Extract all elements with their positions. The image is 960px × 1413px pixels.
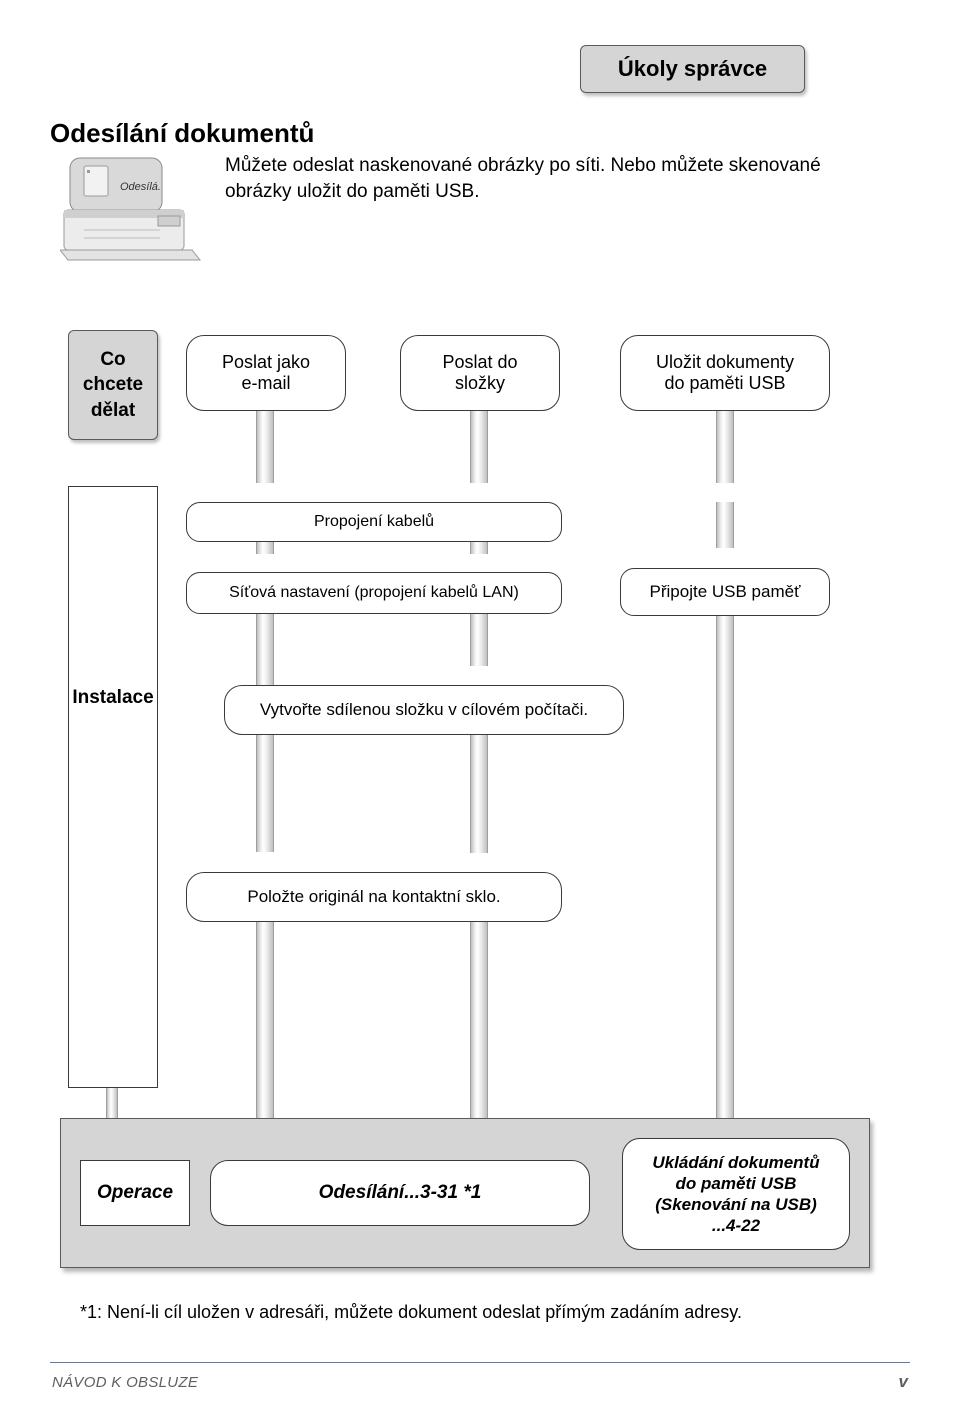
option-folder: Poslat do složky [400, 335, 560, 411]
step-lan-label: Síťová nastavení (propojení kabelů LAN) [229, 584, 519, 602]
page-title: Odesílání dokumentů [50, 118, 314, 149]
op-usb-l3: (Skenování na USB) [655, 1194, 817, 1215]
step-usb: Připojte USB paměť [620, 568, 830, 616]
op-send-label: Odesílání...3-31 *1 [319, 1182, 482, 1204]
op-usb-l1: Ukládání dokumentů [652, 1152, 819, 1173]
step-shared-folder-label: Vytvořte sdílenou složku v cílovém počít… [260, 700, 588, 720]
install-box: Instalace [68, 486, 158, 1088]
op-usb-box: Ukládání dokumentů do paměti USB (Skenov… [622, 1138, 850, 1250]
operation-label: Operace [97, 1182, 173, 1204]
what-line1: Co [100, 347, 125, 373]
admin-tasks-badge: Úkoly správce [580, 45, 805, 93]
footnote: *1: Není-li cíl uložen v adresáři, můžet… [80, 1300, 870, 1324]
operation-box: Operace [80, 1160, 190, 1226]
option-folder-l2: složky [455, 373, 505, 394]
arrow-c2-seg3 [466, 614, 492, 688]
option-usb-l1: Uložit dokumenty [656, 352, 794, 373]
step-lan: Síťová nastavení (propojení kabelů LAN) [186, 572, 562, 614]
what-line2: chcete [83, 372, 143, 398]
arrow-c3-seg2 [712, 502, 738, 570]
step-cables-label: Propojení kabelů [314, 513, 434, 531]
option-email: Poslat jako e-mail [186, 335, 346, 411]
option-email-l2: e-mail [241, 373, 290, 394]
admin-tasks-label: Úkoly správce [618, 56, 767, 82]
what-to-do-box: Co chcete dělat [68, 330, 158, 440]
printer-caption: Odesílá. [114, 178, 155, 190]
step-cables: Propojení kabelů [186, 502, 562, 542]
arrow-c2-seg2 [466, 542, 492, 576]
printer-illustration: Odesílá. [60, 152, 202, 262]
arrow-c2-seg4 [466, 735, 492, 875]
option-folder-l1: Poslat do [442, 352, 517, 373]
arrow-c2-seg1 [466, 411, 492, 505]
op-usb-l2: do paměti USB [676, 1173, 797, 1194]
option-email-l1: Poslat jako [222, 352, 310, 373]
step-place-original: Položte originál na kontaktní sklo. [186, 872, 562, 922]
arrow-c1-seg2 [252, 542, 278, 576]
step-place-original-label: Položte originál na kontaktní sklo. [247, 887, 500, 907]
footer-rule [50, 1362, 910, 1363]
footer-right: v [899, 1372, 908, 1392]
install-label: Instalace [72, 687, 153, 709]
arrow-c1-seg1 [252, 411, 278, 505]
arrow-c3-seg1 [712, 411, 738, 505]
op-send-box: Odesílání...3-31 *1 [210, 1160, 590, 1226]
arrow-c1-seg3 [252, 614, 278, 874]
what-line3: dělat [91, 398, 135, 424]
option-usb: Uložit dokumenty do paměti USB [620, 335, 830, 411]
op-usb-l4: ...4-22 [712, 1215, 760, 1236]
option-usb-l2: do paměti USB [664, 373, 785, 394]
arrow-c3-seg3 [712, 616, 738, 1156]
step-shared-folder: Vytvořte sdílenou složku v cílovém počít… [224, 685, 624, 735]
intro-text: Můžete odeslat naskenované obrázky po sí… [225, 153, 865, 204]
step-usb-label: Připojte USB paměť [650, 582, 801, 602]
footer-left: NÁVOD K OBSLUZE [52, 1374, 198, 1391]
